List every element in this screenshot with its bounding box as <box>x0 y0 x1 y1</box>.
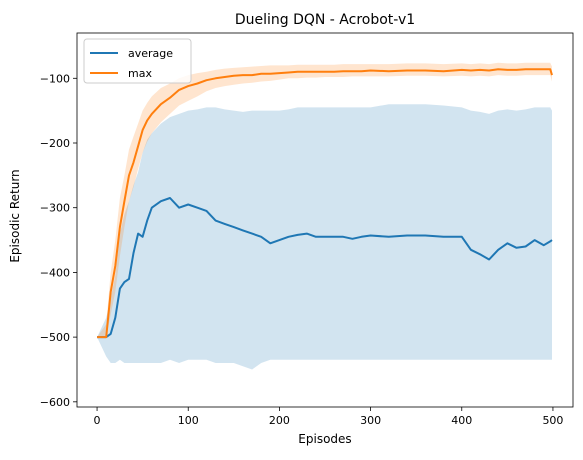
y-tick-label: −300 <box>40 202 70 215</box>
legend-label-max: max <box>128 67 152 80</box>
x-tick-label: 200 <box>269 414 290 427</box>
x-tick-label: 400 <box>451 414 472 427</box>
y-tick-label: −200 <box>40 137 70 150</box>
plot-area <box>97 62 553 370</box>
x-axis-label: Episodes <box>298 432 351 446</box>
y-tick-label: −100 <box>40 72 70 85</box>
series-line-max <box>97 68 553 339</box>
x-tick-label: 500 <box>542 414 563 427</box>
y-tick-label: −600 <box>40 396 70 409</box>
y-tick-label: −500 <box>40 331 70 344</box>
x-tick-label: 0 <box>94 414 101 427</box>
plot-frame <box>76 32 574 408</box>
legend-label-average: average <box>128 47 173 60</box>
x-tick-label: 100 <box>178 414 199 427</box>
chart-title: Dueling DQN - Acrobot-v1 <box>235 12 415 28</box>
y-tick-label: −400 <box>40 266 70 279</box>
legend: average max <box>83 38 192 84</box>
y-axis-label: Episodic Return <box>8 169 22 262</box>
series-line-average <box>97 197 553 339</box>
plot-clip-group <box>97 62 553 370</box>
axes: 0 100 200 300 400 500 −600 −500 −400 −300 −200 −100 <box>40 32 574 427</box>
x-tick-label: 300 <box>360 414 381 427</box>
